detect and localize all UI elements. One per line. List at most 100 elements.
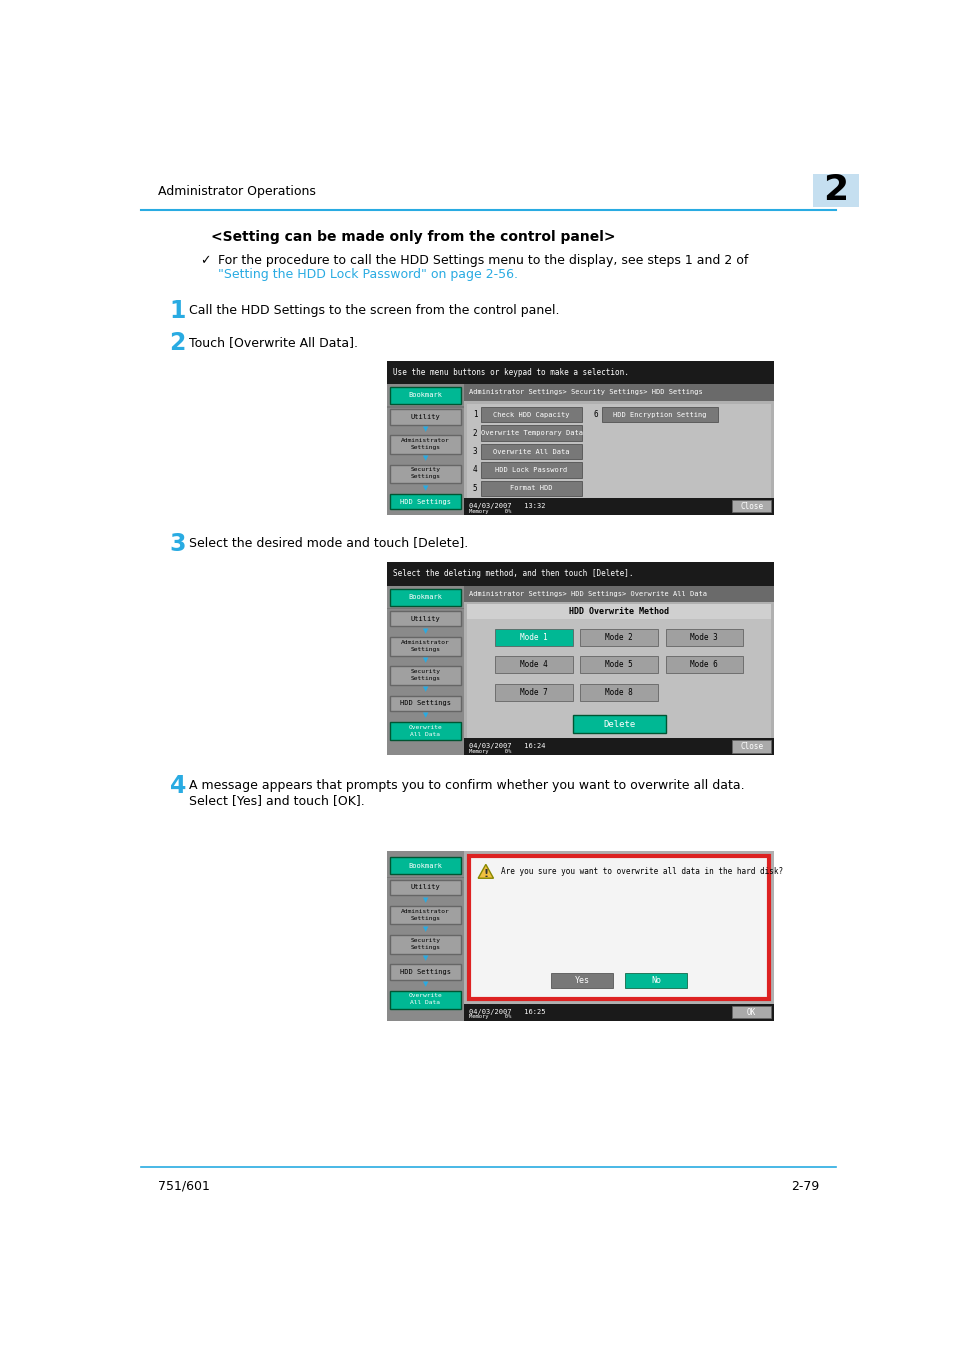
Bar	[732, 500, 770, 513]
Text: 2: 2	[821, 174, 847, 208]
Text: Security: Security	[410, 670, 440, 674]
Text: 5: 5	[472, 485, 476, 493]
Bar	[464, 383, 773, 514]
Text: Select the desired mode and touch [Delete].: Select the desired mode and touch [Delet…	[189, 536, 468, 549]
Bar	[480, 462, 581, 478]
Text: Mode 6: Mode 6	[690, 660, 718, 670]
Text: Administrator: Administrator	[400, 439, 449, 443]
Bar	[732, 1006, 770, 1018]
Text: Overwrite All Data: Overwrite All Data	[493, 448, 569, 455]
Text: 4: 4	[472, 466, 476, 474]
Text: Call the HDD Settings to the screen from the control panel.: Call the HDD Settings to the screen from…	[189, 304, 558, 317]
Bar	[386, 383, 464, 514]
Text: Mode 8: Mode 8	[604, 688, 633, 697]
Text: ▼: ▼	[422, 981, 428, 987]
Text: Administrator Settings> Security Settings> HDD Settings: Administrator Settings> Security Setting…	[468, 389, 701, 396]
Text: ▼: ▼	[422, 427, 428, 432]
Text: Settings: Settings	[410, 915, 440, 921]
Bar	[386, 850, 464, 1021]
Text: 04/03/2007   16:24: 04/03/2007 16:24	[468, 744, 545, 749]
Bar	[390, 857, 460, 875]
Text: ▼: ▼	[422, 628, 428, 634]
Bar	[390, 589, 460, 606]
Text: Overwrite Temporary Data: Overwrite Temporary Data	[480, 431, 582, 436]
Bar	[390, 494, 460, 509]
Text: Security: Security	[410, 938, 440, 942]
Bar	[390, 880, 460, 895]
Bar	[601, 406, 718, 423]
Bar	[464, 738, 773, 755]
Text: HDD Lock Password: HDD Lock Password	[495, 467, 567, 472]
Text: Utility: Utility	[410, 884, 439, 891]
Bar	[579, 684, 658, 701]
Text: HDD Settings: HDD Settings	[399, 498, 451, 505]
Text: 2-79: 2-79	[791, 1180, 819, 1193]
Bar	[464, 586, 773, 755]
Text: ▼: ▼	[422, 686, 428, 693]
Text: Bookmark: Bookmark	[408, 863, 442, 869]
Text: All Data: All Data	[410, 732, 440, 737]
Bar	[386, 563, 773, 586]
Text: Memory     0%: Memory 0%	[468, 749, 511, 753]
Bar	[390, 464, 460, 483]
Text: HDD Encryption Setting: HDD Encryption Setting	[613, 412, 706, 417]
Bar	[480, 481, 581, 497]
Bar	[495, 656, 572, 674]
Bar	[386, 586, 464, 755]
Text: !: !	[483, 869, 488, 879]
Text: Check HDD Capacity: Check HDD Capacity	[493, 412, 569, 417]
Text: 2: 2	[472, 428, 476, 437]
Text: Close: Close	[740, 743, 762, 751]
Text: 2: 2	[170, 331, 186, 355]
Bar	[467, 603, 770, 620]
Text: 3: 3	[472, 447, 476, 456]
Text: HDD Settings: HDD Settings	[399, 701, 451, 706]
Bar	[467, 404, 770, 501]
Text: Format HDD: Format HDD	[510, 486, 552, 491]
Text: HDD Overwrite Method: HDD Overwrite Method	[569, 608, 668, 616]
Bar	[390, 435, 460, 454]
Bar	[390, 387, 460, 404]
Text: ▼: ▼	[422, 896, 428, 903]
Text: 4: 4	[170, 774, 186, 798]
Text: For the procedure to call the HDD Settings menu to the display, see steps 1 and : For the procedure to call the HDD Settin…	[218, 254, 752, 267]
Text: 1: 1	[472, 410, 476, 418]
Bar	[665, 629, 742, 645]
Text: Settings: Settings	[410, 446, 440, 450]
Bar	[390, 409, 460, 424]
Bar	[464, 850, 773, 1021]
Bar	[495, 629, 572, 645]
Bar	[480, 406, 581, 423]
Bar	[579, 629, 658, 645]
Text: Touch [Overwrite All Data].: Touch [Overwrite All Data].	[189, 336, 357, 350]
Bar	[390, 667, 460, 684]
Text: ✓: ✓	[200, 254, 211, 267]
Bar	[386, 876, 464, 878]
Text: Settings: Settings	[410, 676, 440, 682]
Text: Mode 2: Mode 2	[604, 633, 633, 641]
Text: ▼: ▼	[422, 455, 428, 462]
Text: ▼: ▼	[422, 713, 428, 718]
Text: No: No	[651, 976, 660, 986]
Text: Are you sure you want to overwrite all data in the hard disk?: Are you sure you want to overwrite all d…	[500, 867, 782, 876]
Text: 751/601: 751/601	[158, 1180, 210, 1193]
Bar	[390, 991, 460, 1008]
Text: 6: 6	[593, 410, 598, 418]
Text: Administrator Operations: Administrator Operations	[158, 185, 315, 198]
Text: Administrator: Administrator	[400, 909, 449, 914]
Text: ▼: ▼	[422, 956, 428, 961]
Text: HDD Settings: HDD Settings	[399, 969, 451, 975]
Text: Close: Close	[740, 502, 762, 510]
Text: 04/03/2007   13:32: 04/03/2007 13:32	[468, 504, 545, 509]
Text: Delete: Delete	[602, 720, 635, 729]
Bar	[464, 586, 773, 602]
Text: Administrator: Administrator	[400, 640, 449, 645]
Bar	[579, 656, 658, 674]
Text: Mode 3: Mode 3	[690, 633, 718, 641]
Text: Memory     0%: Memory 0%	[468, 1014, 511, 1019]
Text: Mode 4: Mode 4	[519, 660, 547, 670]
Bar	[390, 936, 460, 953]
Bar	[390, 964, 460, 980]
Text: Administrator Settings> HDD Settings> Overwrite All Data: Administrator Settings> HDD Settings> Ov…	[468, 591, 706, 597]
Bar	[390, 722, 460, 740]
